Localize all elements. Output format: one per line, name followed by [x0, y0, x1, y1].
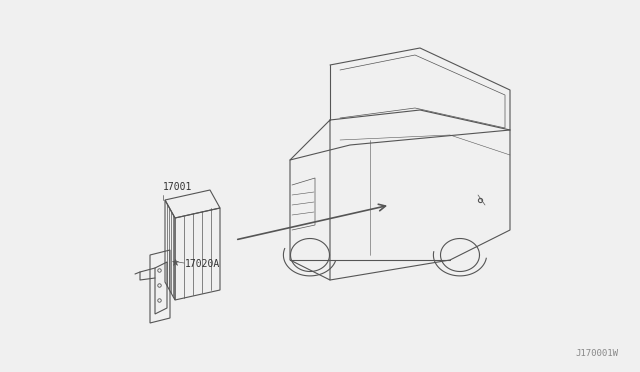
Text: 17020A: 17020A	[185, 259, 220, 269]
Text: J170001W: J170001W	[575, 349, 618, 358]
Text: 17001: 17001	[163, 182, 193, 192]
